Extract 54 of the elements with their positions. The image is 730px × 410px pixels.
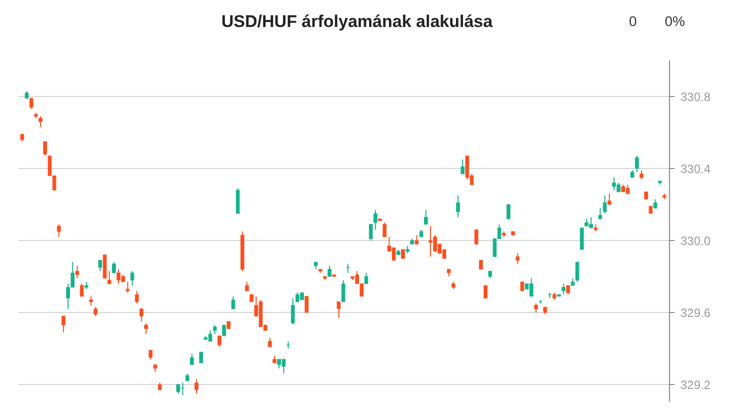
candlestick [328, 265, 332, 277]
candlestick [38, 116, 42, 128]
candlestick [199, 352, 203, 364]
candlestick [304, 296, 309, 313]
text: 0 [628, 13, 637, 29]
candlestick [112, 262, 116, 274]
candlestick [56, 224, 61, 238]
candlestick [424, 209, 428, 225]
candlestick [336, 301, 341, 318]
candlestick [516, 252, 520, 264]
candlestick [341, 280, 346, 302]
candlestick [290, 298, 295, 324]
candlestick [364, 272, 368, 284]
candlestick [134, 290, 139, 304]
candlestick [231, 296, 236, 310]
y-tick-label: 330.0 [680, 234, 711, 248]
y-tick-label: 330.4 [680, 162, 711, 176]
y-tick-label: 329.6 [680, 306, 711, 320]
candlestick [374, 209, 378, 230]
candlestick [635, 155, 639, 173]
candlestick [218, 335, 222, 348]
candlestick [368, 224, 373, 241]
candlestick [107, 270, 112, 284]
candlestick [222, 324, 226, 336]
candlestick [75, 265, 80, 279]
candlestick [29, 98, 34, 110]
candlestick [126, 281, 130, 294]
candlestick [562, 283, 566, 295]
candlestick [456, 195, 460, 218]
candlestick [194, 378, 198, 394]
candlestick [608, 193, 612, 205]
text: 0% [664, 13, 685, 29]
candlestick [102, 254, 107, 279]
candlestick [506, 204, 510, 220]
candlestick [62, 316, 66, 333]
y-tick-label: 329.2 [680, 378, 711, 392]
candlestick [484, 285, 488, 299]
candlestick [382, 222, 387, 238]
candlestick [602, 195, 607, 214]
candlestick [144, 322, 148, 335]
y-tick-label: 330.8 [680, 90, 711, 104]
chart-title: USD/HUF árfolyamának alakulása [221, 12, 493, 31]
candlestick [43, 141, 48, 156]
candlestick [575, 262, 580, 282]
candlestick [236, 188, 240, 214]
candlestick [474, 229, 478, 245]
candlestick [598, 208, 602, 220]
candlestick [140, 308, 144, 322]
candlestick [80, 283, 84, 297]
candlestick [580, 227, 584, 250]
candlestick [130, 270, 134, 286]
candlestick [190, 353, 194, 366]
candlestick [98, 260, 102, 272]
candlestick [460, 159, 464, 174]
